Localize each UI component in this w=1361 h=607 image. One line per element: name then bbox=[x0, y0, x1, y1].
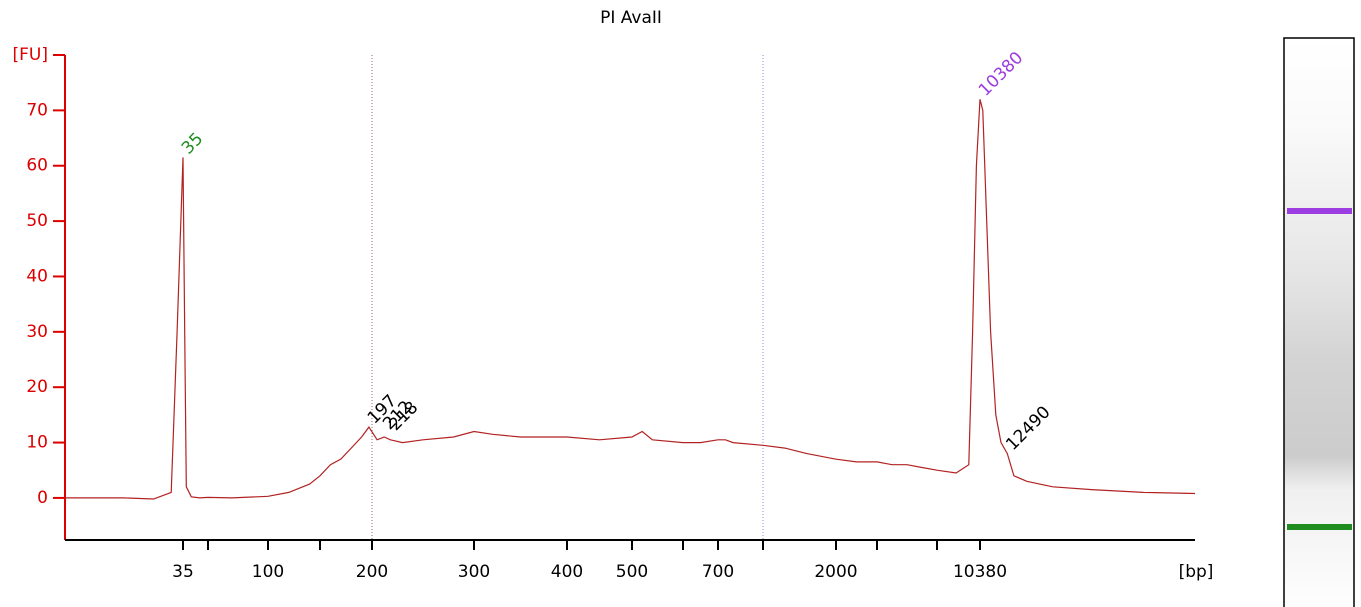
y-tick-label: 60 bbox=[26, 156, 48, 176]
peak-label: 10380 bbox=[975, 48, 1027, 100]
gel-band bbox=[1287, 524, 1352, 530]
y-tick-label: 70 bbox=[26, 100, 48, 120]
x-tick-label: 2000 bbox=[814, 562, 857, 582]
y-tick-label: 50 bbox=[26, 211, 48, 231]
y-tick-label: 40 bbox=[26, 266, 48, 286]
y-tick-label: 0 bbox=[37, 488, 48, 508]
y-tick-label: 20 bbox=[26, 377, 48, 397]
x-tick-label: 500 bbox=[616, 562, 648, 582]
peak-label: 35 bbox=[178, 129, 207, 158]
x-tick-label: 200 bbox=[356, 562, 388, 582]
x-axis-label: [bp] bbox=[1179, 562, 1214, 582]
y-axis-label: [FU] bbox=[13, 45, 49, 65]
peak-label: 12490 bbox=[1002, 402, 1054, 454]
x-tick-label: 700 bbox=[702, 562, 734, 582]
y-tick-label: 10 bbox=[26, 433, 48, 453]
x-tick-label: 400 bbox=[551, 562, 583, 582]
x-tick-label: 10380 bbox=[953, 562, 1007, 582]
gel-band bbox=[1287, 208, 1352, 214]
x-tick-label: 100 bbox=[252, 562, 284, 582]
x-tick-label: 300 bbox=[458, 562, 490, 582]
chart-title: PI AvaII bbox=[600, 8, 662, 28]
x-tick-label: 35 bbox=[172, 562, 194, 582]
gel-lane bbox=[1283, 37, 1355, 607]
trace bbox=[65, 99, 1196, 500]
y-tick-label: 30 bbox=[26, 322, 48, 342]
